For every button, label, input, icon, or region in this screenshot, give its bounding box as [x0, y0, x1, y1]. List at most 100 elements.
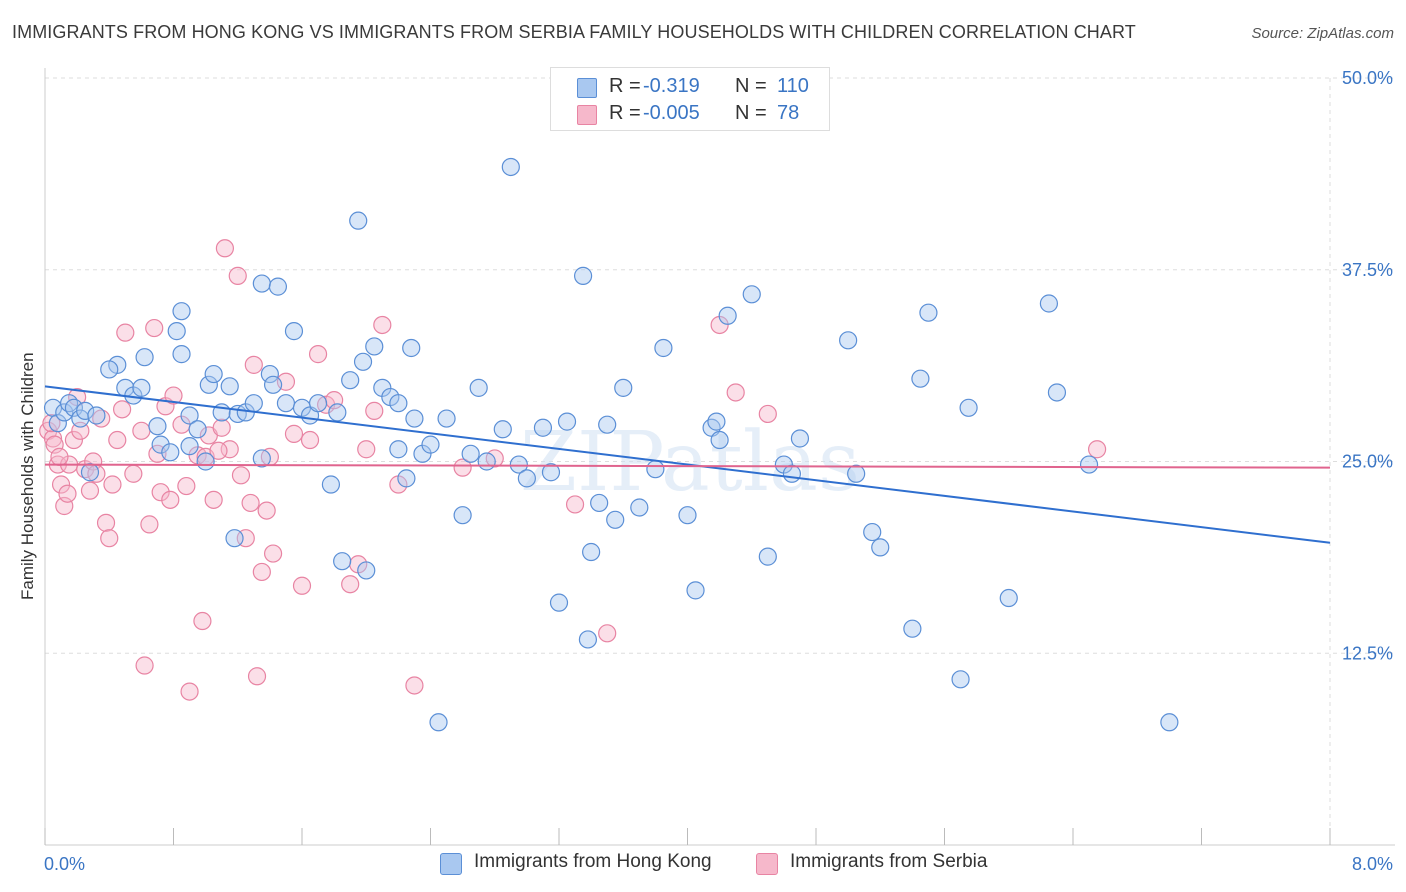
serbia-point [112, 400, 132, 419]
hk-point [389, 394, 408, 413]
source-label: Source: ZipAtlas.com [1251, 25, 1394, 42]
hk-point [1079, 455, 1099, 474]
correlation-legend: R = -0.319 N = 110 R = -0.005 N = 78 [550, 67, 830, 131]
legend-r-value: -0.005 [643, 102, 700, 124]
hk-point [493, 420, 512, 439]
hk-point [365, 337, 384, 356]
hk-points [43, 157, 1179, 732]
hk-point [959, 398, 978, 417]
chart-title: IMMIGRANTS FROM HONG KONG VS IMMIGRANTS … [12, 22, 1136, 42]
legend-r-label: R = [609, 75, 641, 97]
serbia-point [241, 493, 260, 513]
hk-point [871, 538, 890, 557]
hk-point [790, 429, 810, 448]
hk-point [172, 345, 191, 364]
serbia-point [598, 624, 617, 643]
legend-swatch-serbia [756, 853, 778, 875]
hk-point [541, 463, 561, 482]
hk-point [590, 493, 609, 513]
hk-point [276, 394, 296, 413]
hk-point [678, 506, 697, 525]
hk-point [614, 378, 633, 397]
hk-point [919, 303, 938, 322]
hk-point [598, 415, 617, 434]
hk-point [333, 552, 352, 571]
serbia-point [193, 611, 212, 631]
serbia-point [58, 484, 77, 503]
serbia-point [204, 490, 223, 509]
hk-point [341, 371, 360, 390]
serbia-point [284, 424, 304, 443]
hk-point [686, 581, 705, 600]
serbia-point [365, 401, 384, 420]
hk-point [573, 266, 593, 285]
hk-point [839, 331, 858, 350]
hk-point [64, 398, 84, 417]
hk-point [429, 713, 448, 732]
hk-point [742, 285, 761, 304]
hk-point [76, 401, 95, 420]
serbia-point [215, 239, 234, 258]
legend-swatch-hk [577, 78, 597, 98]
legend-row-hk: R = -0.319 N = 110 [551, 74, 829, 100]
serbia-point [135, 656, 154, 675]
hk-point [252, 274, 271, 293]
hk-point [951, 670, 970, 689]
hk-point [421, 435, 440, 454]
hk-point [533, 418, 553, 437]
hk-point [148, 417, 167, 436]
legend-r-label: R = [609, 102, 641, 124]
hk-point [517, 469, 536, 488]
hk-point [782, 464, 802, 483]
legend-n-label: N = [735, 75, 767, 97]
hk-point [132, 378, 151, 397]
serbia-point [80, 481, 100, 500]
legend-label-hk: Immigrants from Hong Kong [474, 851, 712, 872]
hk-point [847, 464, 866, 483]
serbia-point [42, 414, 61, 433]
serbia-point [292, 576, 312, 595]
hk-point [758, 547, 777, 566]
hk-point [260, 364, 279, 384]
hk-point [188, 420, 207, 439]
hk-point [999, 588, 1018, 608]
hk-point [225, 529, 244, 548]
y-tick-label: 37.5% [1342, 260, 1393, 280]
serbia-point [252, 562, 271, 582]
serbia-point [212, 418, 231, 437]
serbia-point [1087, 440, 1107, 459]
hk-point [437, 409, 456, 428]
serbia-point [92, 409, 111, 428]
serbia-point [565, 495, 585, 514]
hk-point [220, 377, 239, 396]
serbia-point [357, 440, 376, 459]
serbia-point [263, 544, 283, 563]
serbia-point [103, 475, 122, 494]
hk-point [284, 322, 304, 341]
hk-trend-line [44, 385, 1331, 544]
serbia-point [247, 667, 267, 686]
x-tick-labels: 0.0% 8.0% [44, 854, 1393, 874]
hk-point [199, 375, 218, 394]
serbia-point [116, 323, 135, 342]
serbia-point [108, 430, 127, 450]
hk-point [582, 542, 601, 562]
serbia-point [151, 483, 170, 502]
serbia-point [51, 475, 71, 494]
hk-point [151, 435, 170, 454]
trend-lines [44, 385, 1331, 544]
hk-point [268, 277, 288, 296]
hk-point [321, 475, 341, 494]
hk-point [353, 352, 373, 371]
hk-point [167, 322, 186, 341]
legend-r-value: -0.319 [643, 75, 700, 97]
hk-point [252, 449, 271, 468]
hk-point [654, 338, 673, 358]
hk-point [707, 412, 726, 431]
hk-point [469, 378, 488, 397]
hk-point [244, 394, 263, 413]
x-tick-label-max: 8.0% [1352, 854, 1393, 874]
serbia-point [140, 515, 159, 534]
axes [44, 68, 1395, 846]
y-tick-label: 12.5% [1342, 643, 1393, 663]
